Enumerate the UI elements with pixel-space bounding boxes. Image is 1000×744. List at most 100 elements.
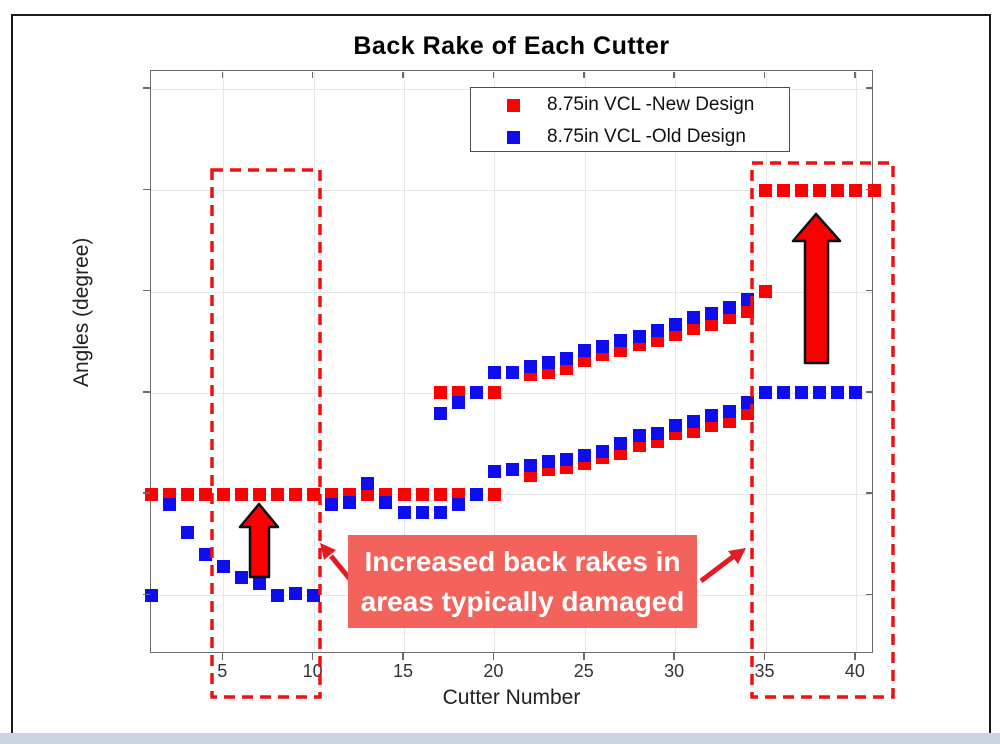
data-point-old-design — [740, 396, 754, 410]
data-point-old-design — [397, 505, 411, 519]
x-tick-top — [492, 71, 495, 78]
x-tick-label: 25 — [573, 661, 594, 681]
x-tick-bottom — [221, 653, 224, 660]
data-point-old-design — [596, 445, 610, 459]
data-point-new-design — [740, 305, 754, 319]
x-tick-label: 30 — [664, 661, 685, 681]
x-tick-label: 20 — [483, 661, 504, 681]
y-tick-left — [143, 593, 150, 596]
x-tick-bottom — [854, 653, 856, 660]
data-point-old-design — [668, 418, 682, 432]
data-point-old-design — [650, 323, 664, 337]
data-point-old-design — [361, 477, 375, 491]
data-point-new-design — [831, 183, 845, 197]
y-tick-right — [865, 289, 872, 292]
x-tick-bottom — [492, 653, 495, 660]
data-point-old-design — [289, 586, 303, 600]
x-tick-bottom — [311, 653, 314, 660]
data-point-new-design — [289, 487, 303, 501]
data-point-old-design — [542, 455, 556, 469]
data-point-new-design — [361, 487, 375, 501]
data-point-new-design — [777, 183, 791, 197]
data-point-old-design — [252, 576, 266, 590]
data-point-old-design — [704, 307, 718, 321]
x-tick-label: 40 — [844, 661, 865, 681]
legend-label: 8.75in VCL -Old Design — [547, 126, 746, 147]
legend-entry-old-design: 8.75in VCL -Old Design — [471, 121, 789, 153]
data-point-old-design — [614, 333, 628, 347]
data-point-old-design — [578, 343, 592, 357]
x-tick-bottom — [402, 653, 404, 660]
data-point-old-design — [307, 588, 321, 602]
data-point-new-design — [686, 321, 700, 335]
data-point-old-design — [704, 408, 718, 422]
x-gridline — [404, 71, 406, 652]
legend: 8.75in VCL -New Design 8.75in VCL -Old D… — [470, 87, 790, 152]
data-point-new-design — [325, 487, 339, 501]
data-point-old-design — [343, 495, 357, 509]
x-tick-top — [583, 71, 585, 78]
data-point-old-design — [271, 588, 285, 602]
data-point-old-design — [795, 386, 809, 400]
data-point-new-design — [252, 487, 266, 501]
data-point-new-design — [867, 183, 881, 197]
data-point-new-design — [759, 183, 773, 197]
data-point-new-design — [650, 333, 664, 347]
data-point-old-design — [722, 404, 736, 418]
x-gridline — [765, 71, 767, 652]
data-point-old-design — [632, 329, 646, 343]
data-point-new-design — [722, 414, 736, 428]
data-point-new-design — [451, 386, 465, 400]
data-point-old-design — [451, 497, 465, 511]
data-point-old-design — [469, 487, 483, 501]
data-point-old-design — [596, 339, 610, 353]
data-point-new-design — [704, 317, 718, 331]
data-point-new-design — [433, 487, 447, 501]
x-tick-top — [673, 71, 675, 78]
data-point-old-design — [632, 428, 646, 442]
data-point-new-design — [433, 386, 447, 400]
data-point-new-design — [487, 386, 501, 400]
y-tick-left — [143, 188, 150, 191]
x-tick-label: 15 — [393, 661, 414, 681]
data-point-new-design — [271, 487, 285, 501]
data-point-new-design — [668, 327, 682, 341]
data-point-new-design — [487, 487, 501, 501]
data-point-old-design — [180, 526, 194, 540]
data-point-new-design — [704, 418, 718, 432]
data-point-old-design — [216, 560, 230, 574]
data-point-old-design — [614, 436, 628, 450]
data-point-new-design — [759, 285, 773, 299]
data-point-old-design — [433, 406, 447, 420]
data-point-old-design — [198, 548, 212, 562]
data-point-old-design — [831, 386, 845, 400]
x-tick-label: 35 — [754, 661, 775, 681]
data-point-new-design — [451, 487, 465, 501]
data-point-old-design — [686, 414, 700, 428]
data-point-old-design — [542, 356, 556, 369]
data-point-old-design — [524, 459, 538, 473]
annotation-text-line2: areas typically damaged — [360, 585, 685, 617]
data-point-old-design — [506, 463, 519, 477]
x-gridline — [494, 71, 496, 652]
data-point-new-design — [524, 469, 538, 483]
data-point-new-design — [415, 487, 429, 501]
y-tick-left — [143, 289, 150, 292]
x-tick-top — [402, 71, 404, 78]
data-point-old-design — [813, 386, 827, 400]
y-tick-right — [865, 391, 872, 393]
data-point-new-design — [578, 353, 592, 367]
y-tick-left — [143, 87, 150, 89]
data-point-old-design — [849, 386, 863, 400]
data-point-old-design — [722, 301, 736, 315]
x-gridline — [675, 71, 677, 652]
legend-entry-new-design: 8.75in VCL -New Design — [471, 89, 789, 121]
data-point-old-design — [487, 465, 501, 479]
data-point-new-design — [234, 487, 248, 501]
data-point-old-design — [487, 366, 501, 380]
data-point-old-design — [777, 386, 791, 400]
data-point-old-design — [759, 386, 773, 400]
annotation-text-line1: Increased back rakes in — [364, 545, 681, 577]
legend-label: 8.75in VCL -New Design — [547, 94, 755, 115]
